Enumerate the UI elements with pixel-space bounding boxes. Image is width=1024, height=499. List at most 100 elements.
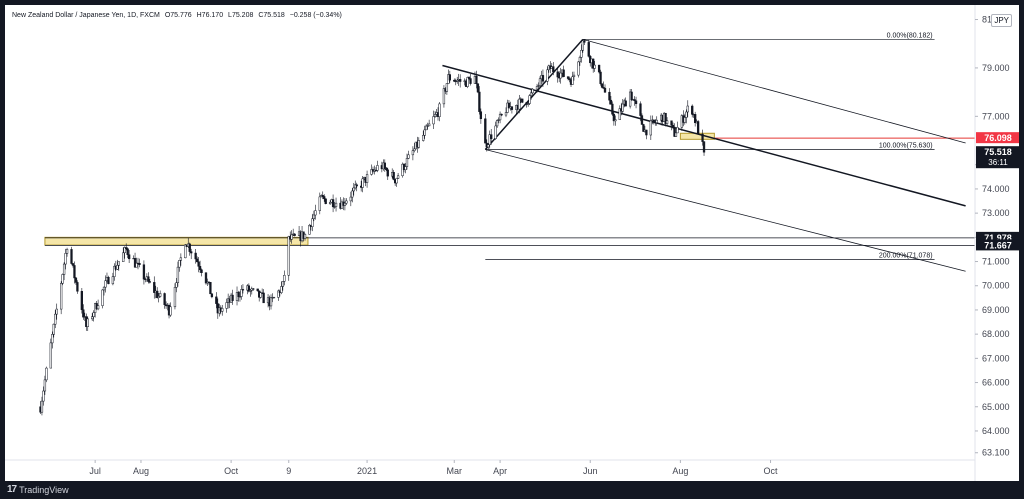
candle-body xyxy=(113,265,116,277)
candle-body xyxy=(673,126,676,137)
price-chart[interactable]: 0.00%(80.182) 100.00%(75.630) 200.00%(71.0… xyxy=(5,5,1019,481)
time-axis[interactable]: Jul Aug Oct 9 2021 Mar Apr Jun Aug Oct xyxy=(5,459,975,476)
candle-body xyxy=(694,114,697,124)
candle-body xyxy=(52,323,55,335)
candle-body xyxy=(241,289,245,291)
candle-body xyxy=(173,287,177,308)
candle-body xyxy=(433,114,437,117)
candle-body xyxy=(200,269,203,273)
candle-body xyxy=(655,119,658,123)
y-tick-label: 63.100 xyxy=(982,448,1010,458)
price-badge xyxy=(976,146,1019,169)
candle-body xyxy=(385,167,388,171)
candle-body xyxy=(642,124,645,132)
candle-body xyxy=(365,174,369,183)
candle-body xyxy=(125,247,128,249)
x-tick-label: Oct xyxy=(764,466,779,476)
candle-body xyxy=(147,276,150,282)
candle-body xyxy=(423,129,426,136)
candle-body xyxy=(494,125,497,139)
candle-body xyxy=(176,266,180,283)
candle-body xyxy=(153,282,156,293)
candle-body xyxy=(411,150,415,156)
currency-label[interactable]: JPY xyxy=(991,14,1012,27)
candle-body xyxy=(592,58,595,69)
candle-body xyxy=(649,120,652,136)
horizontal-lines xyxy=(44,237,975,246)
candle-body xyxy=(314,210,317,216)
fib-label: 100.00%(75.630) xyxy=(879,142,933,149)
price-badge xyxy=(976,132,1019,144)
x-tick-label: Apr xyxy=(493,466,507,476)
candle-body xyxy=(323,196,326,200)
candle-body xyxy=(256,288,259,292)
candle-body xyxy=(238,296,242,298)
candle-body xyxy=(670,120,673,126)
candle-body xyxy=(442,88,446,105)
candle-body xyxy=(702,141,706,153)
candle-body xyxy=(272,297,276,299)
candle-body xyxy=(621,103,624,112)
candle-body xyxy=(351,190,354,198)
candle-body xyxy=(487,144,490,148)
candle-body xyxy=(427,123,431,127)
y-tick-label: 69.000 xyxy=(982,305,1010,315)
candle-body xyxy=(61,274,64,284)
candle-body xyxy=(566,76,570,79)
candle-body xyxy=(407,154,410,159)
chart-frame[interactable]: 0.00%(80.182) 100.00%(75.630) 200.00%(71.0… xyxy=(5,5,1019,481)
candle-body xyxy=(354,184,357,189)
symbol-legend[interactable]: New Zealand Dollar / Japanese Yen, 1D, F… xyxy=(12,12,345,19)
candle-body xyxy=(277,290,280,298)
candle-body xyxy=(240,289,243,297)
candle-body xyxy=(370,169,373,175)
candle-body xyxy=(107,277,110,285)
candle-body xyxy=(603,87,607,93)
candle-body xyxy=(355,184,358,187)
candle-body xyxy=(311,218,314,227)
candle-body xyxy=(82,309,85,318)
candle-body xyxy=(123,247,126,254)
candle-body xyxy=(269,297,273,307)
candle-body xyxy=(184,244,187,259)
candle-body xyxy=(321,195,324,197)
candle-body xyxy=(345,200,348,204)
candle-body xyxy=(54,313,57,325)
candle-body xyxy=(488,134,491,145)
candle-body xyxy=(469,78,472,84)
candle-body xyxy=(529,92,533,96)
candle-body xyxy=(404,166,407,171)
candle-body xyxy=(333,206,336,208)
price-badge-label: 71.667 xyxy=(984,240,1012,250)
candle-body xyxy=(577,61,580,76)
candle-body xyxy=(215,296,218,304)
fib-labels: 0.00%(80.182) 100.00%(75.630) 200.00%(71.0… xyxy=(879,32,933,259)
symbol-name[interactable]: New Zealand Dollar / Japanese Yen, 1D, F… xyxy=(12,12,160,19)
candle-body xyxy=(96,305,100,310)
trend-line xyxy=(484,38,584,150)
x-tick-label: Aug xyxy=(133,466,149,476)
candle-body xyxy=(597,64,601,73)
candle-body xyxy=(665,120,669,124)
candle-body xyxy=(448,74,451,81)
candle-body xyxy=(249,290,252,292)
support-zone xyxy=(44,236,309,246)
candle-body xyxy=(197,261,200,267)
y-tick-label: 66.000 xyxy=(982,378,1010,388)
candle-body xyxy=(456,79,459,82)
candle-body xyxy=(432,116,435,125)
candle-body xyxy=(195,258,199,263)
candle-body xyxy=(395,178,398,184)
candle-body xyxy=(40,400,44,413)
candle-body xyxy=(618,108,621,120)
tradingview-logo[interactable]: 17 TradingView xyxy=(7,484,69,495)
candle-body xyxy=(552,66,555,73)
candle-body xyxy=(250,288,253,291)
candle-body xyxy=(135,262,138,268)
candle-body xyxy=(163,293,166,305)
candle-body xyxy=(126,248,129,255)
candle-body xyxy=(405,158,409,167)
candle-body xyxy=(683,117,686,123)
candle-body xyxy=(600,83,604,88)
